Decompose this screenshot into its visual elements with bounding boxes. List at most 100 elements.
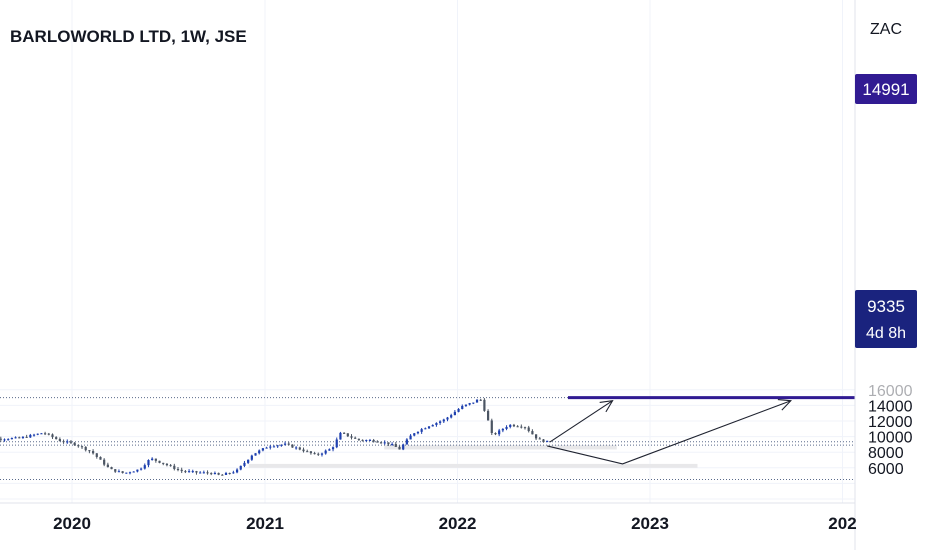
candle[interactable]	[80, 445, 84, 450]
candle[interactable]	[14, 436, 17, 439]
candle[interactable]	[269, 444, 272, 450]
candle[interactable]	[394, 442, 397, 447]
candle[interactable]	[490, 418, 493, 436]
candle[interactable]	[534, 434, 538, 441]
candle[interactable]	[468, 402, 471, 406]
candle[interactable]	[110, 466, 113, 470]
candle[interactable]	[99, 456, 102, 460]
candle[interactable]	[450, 413, 453, 419]
candle[interactable]	[84, 446, 87, 452]
candle[interactable]	[416, 431, 420, 435]
candle[interactable]	[453, 409, 456, 416]
candle[interactable]	[66, 439, 69, 444]
candle[interactable]	[213, 471, 217, 475]
candle[interactable]	[154, 458, 157, 463]
candle[interactable]	[147, 459, 150, 468]
candle[interactable]	[3, 438, 6, 442]
candle[interactable]	[250, 454, 253, 461]
candle[interactable]	[73, 442, 76, 446]
candle[interactable]	[527, 425, 530, 433]
candle[interactable]	[438, 420, 442, 425]
candle[interactable]	[475, 399, 479, 403]
candle[interactable]	[180, 467, 183, 474]
candle[interactable]	[479, 398, 482, 402]
candle[interactable]	[202, 470, 205, 474]
candle[interactable]	[0, 436, 2, 442]
demand-zone[interactable]	[248, 463, 698, 468]
candle[interactable]	[247, 459, 250, 464]
candle[interactable]	[398, 445, 401, 450]
candle[interactable]	[7, 438, 10, 441]
candle[interactable]	[357, 438, 360, 441]
candle[interactable]	[464, 404, 468, 407]
candle[interactable]	[191, 469, 194, 473]
candle[interactable]	[62, 439, 65, 444]
candle[interactable]	[446, 416, 449, 422]
candle[interactable]	[40, 433, 43, 435]
candle[interactable]	[176, 466, 180, 472]
candle[interactable]	[520, 424, 523, 429]
candle[interactable]	[106, 462, 109, 468]
candles[interactable]	[0, 398, 549, 476]
candle[interactable]	[69, 440, 73, 444]
candle[interactable]	[335, 437, 338, 449]
candle[interactable]	[32, 433, 36, 437]
candle[interactable]	[280, 444, 283, 447]
candle[interactable]	[151, 457, 154, 461]
candle[interactable]	[505, 425, 508, 431]
candle[interactable]	[29, 433, 32, 438]
candle[interactable]	[184, 470, 187, 474]
candle[interactable]	[95, 453, 98, 459]
candle[interactable]	[221, 474, 224, 476]
candle[interactable]	[538, 436, 541, 440]
candle[interactable]	[339, 431, 342, 440]
candle[interactable]	[169, 464, 172, 467]
candle[interactable]	[55, 436, 58, 440]
candle[interactable]	[483, 398, 486, 412]
candle[interactable]	[320, 452, 324, 457]
candle[interactable]	[324, 449, 327, 455]
candle[interactable]	[128, 471, 132, 475]
candle[interactable]	[402, 443, 405, 451]
candle[interactable]	[523, 426, 527, 430]
candle[interactable]	[309, 451, 313, 455]
projection-arrow[interactable]	[547, 398, 792, 465]
candle[interactable]	[114, 469, 117, 473]
candle[interactable]	[420, 427, 423, 434]
candle[interactable]	[431, 424, 434, 427]
candle[interactable]	[494, 432, 497, 436]
candle[interactable]	[498, 428, 501, 437]
candle[interactable]	[372, 438, 375, 443]
candle[interactable]	[224, 471, 228, 476]
candle[interactable]	[210, 472, 213, 476]
candle[interactable]	[531, 429, 534, 435]
candle[interactable]	[354, 436, 357, 439]
candle[interactable]	[542, 438, 545, 443]
candle[interactable]	[25, 434, 28, 438]
candle[interactable]	[10, 437, 13, 440]
candle[interactable]	[361, 439, 364, 442]
candle[interactable]	[217, 472, 220, 476]
candle[interactable]	[43, 431, 47, 436]
candle[interactable]	[136, 469, 139, 473]
candle[interactable]	[298, 446, 301, 451]
candle[interactable]	[302, 447, 305, 453]
candle[interactable]	[391, 442, 394, 446]
candle[interactable]	[158, 460, 161, 464]
projection-arrows[interactable]	[547, 398, 792, 465]
candle[interactable]	[276, 444, 279, 449]
candle[interactable]	[313, 451, 316, 455]
candle[interactable]	[287, 441, 290, 446]
candle[interactable]	[258, 449, 261, 455]
candle[interactable]	[427, 426, 431, 429]
candle[interactable]	[21, 436, 25, 439]
candle[interactable]	[501, 428, 504, 433]
candle[interactable]	[383, 440, 386, 445]
candle[interactable]	[206, 470, 209, 475]
candle[interactable]	[306, 449, 309, 453]
candle[interactable]	[77, 444, 80, 448]
candle[interactable]	[379, 441, 383, 444]
candle[interactable]	[346, 433, 349, 438]
candle[interactable]	[331, 446, 335, 452]
